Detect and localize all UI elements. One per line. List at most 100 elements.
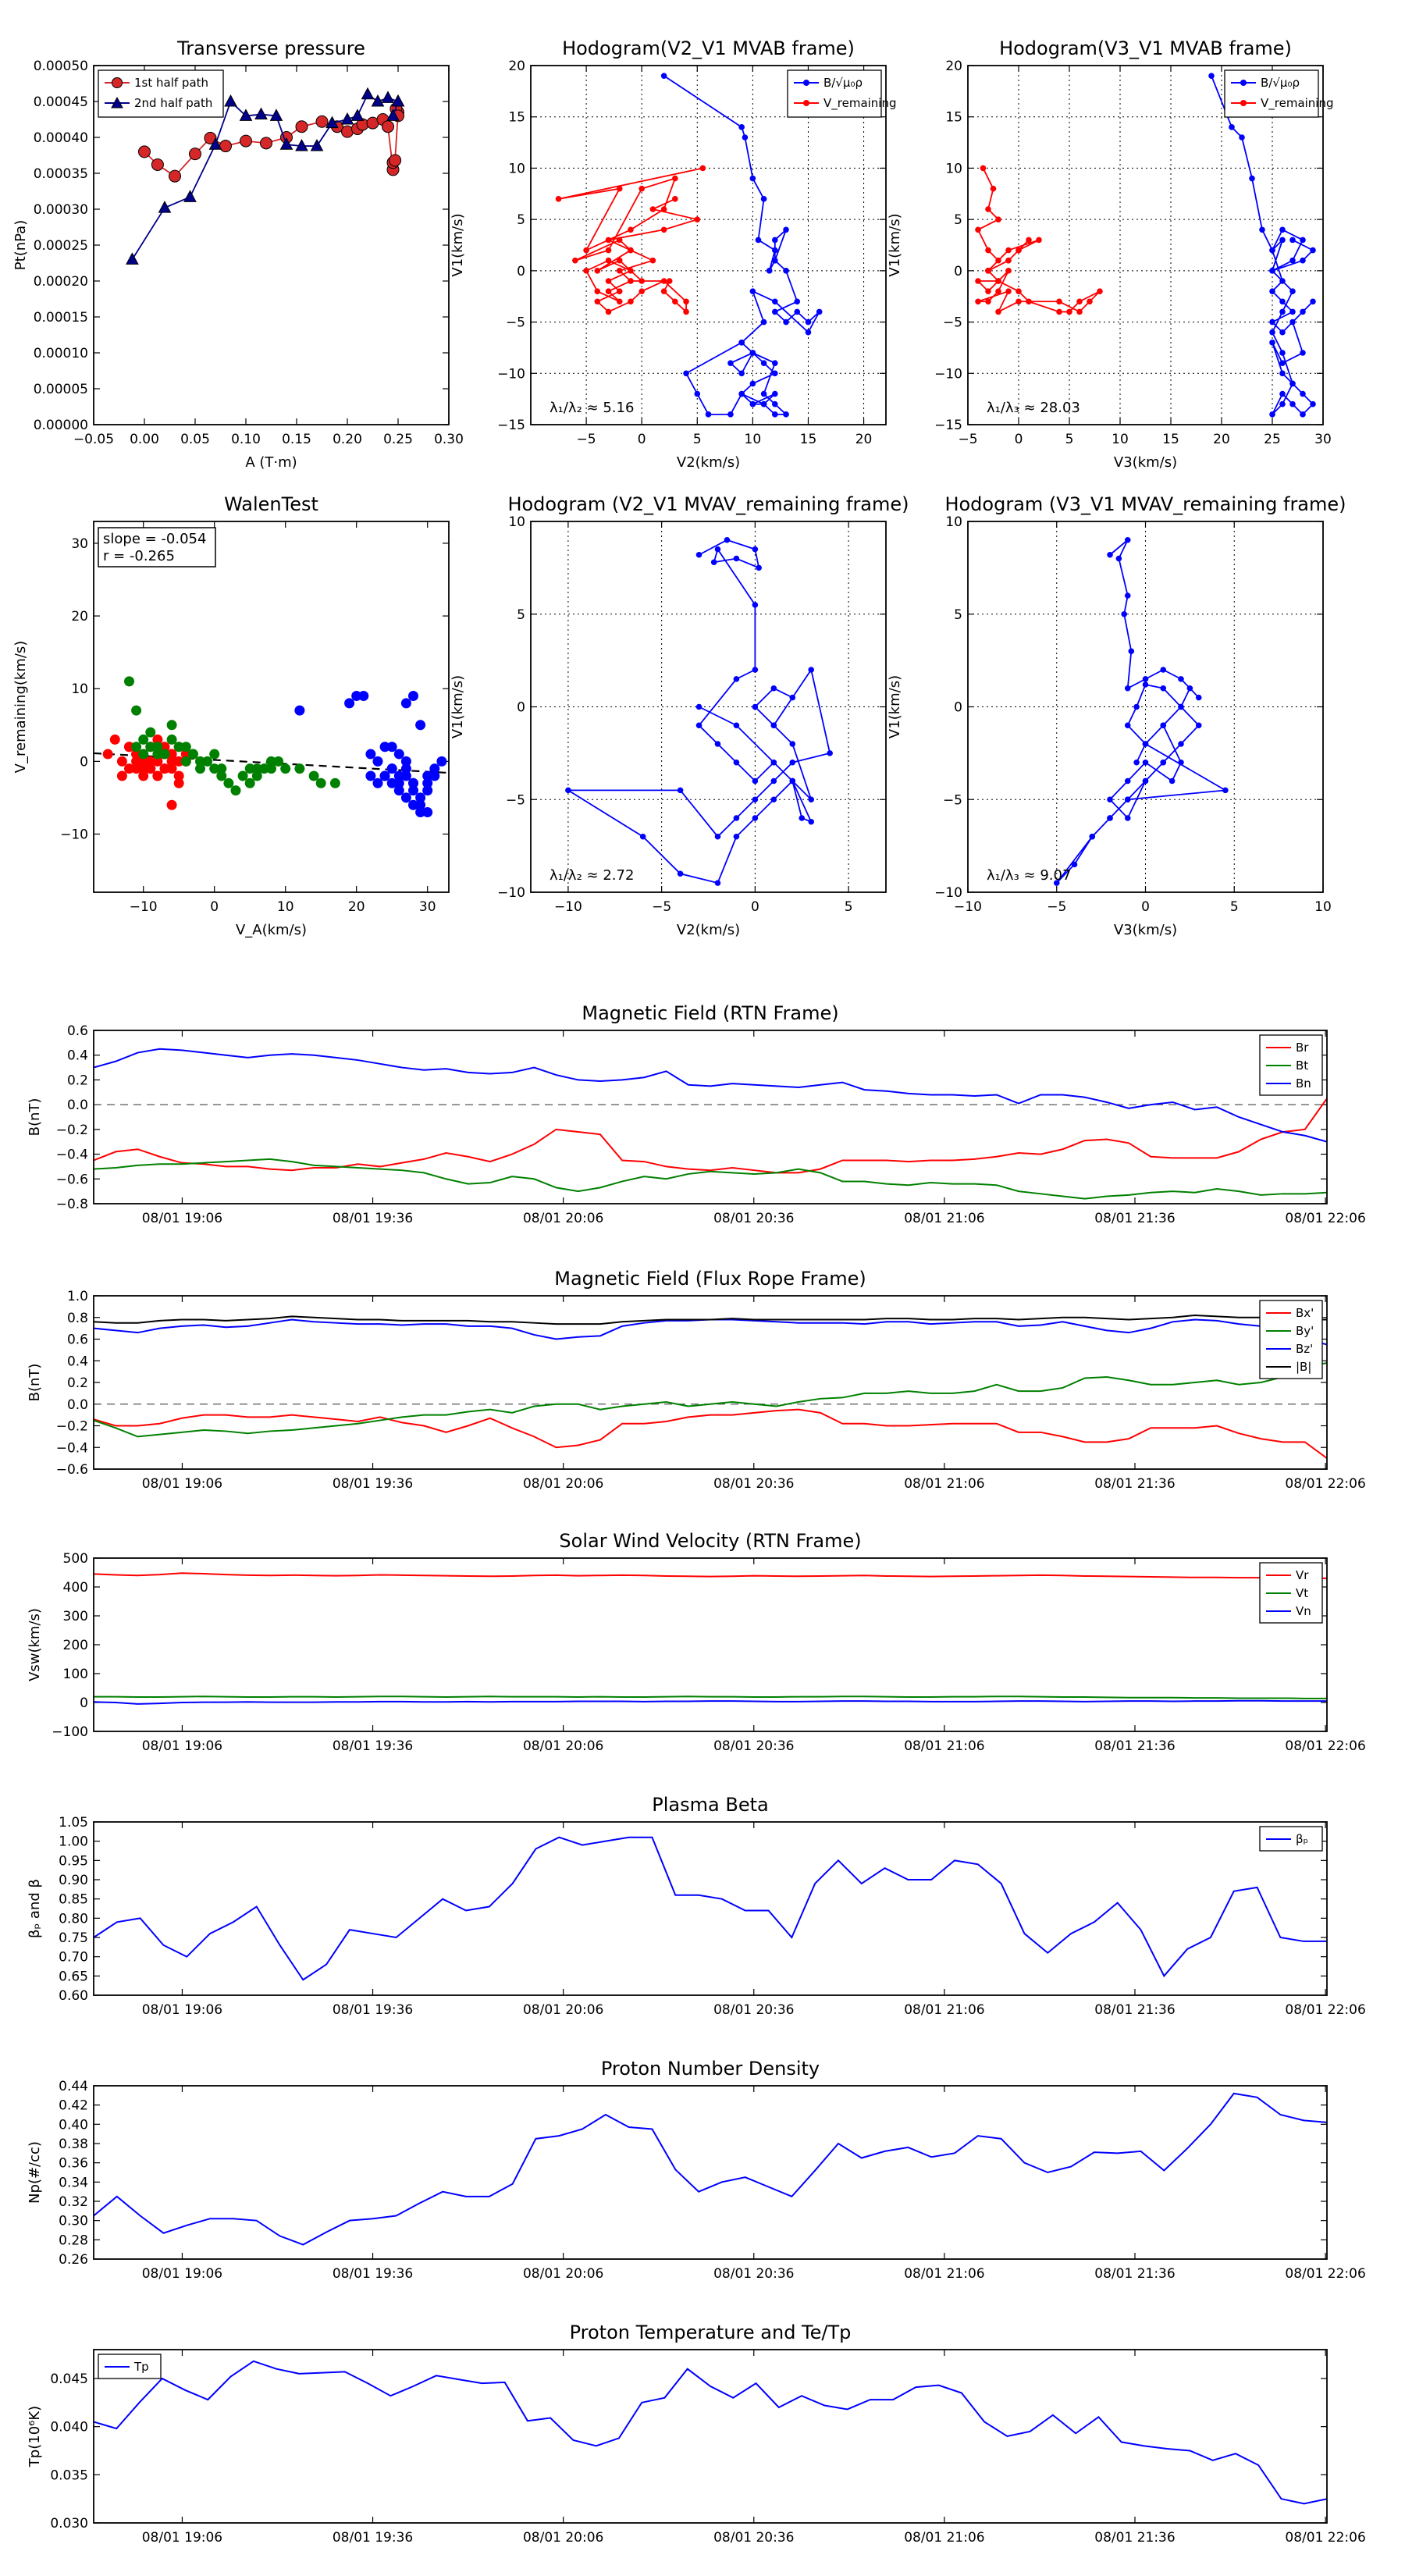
x-tick-label: −10 bbox=[954, 899, 982, 915]
y-tick-label: −0.2 bbox=[56, 1419, 88, 1435]
data-point bbox=[694, 390, 701, 397]
data-point bbox=[683, 370, 689, 377]
plot-area bbox=[565, 536, 833, 886]
y-tick-label: 0.00020 bbox=[34, 274, 88, 290]
data-point bbox=[672, 175, 678, 182]
data-point bbox=[180, 756, 191, 767]
y-tick-label: 0.040 bbox=[50, 2420, 88, 2435]
y-tick-label: 1.0 bbox=[67, 1289, 88, 1304]
x-tick-label: 08/01 20:36 bbox=[713, 2530, 794, 2546]
x-tick-label: −10 bbox=[554, 899, 582, 915]
data-point bbox=[995, 278, 1001, 284]
data-point bbox=[279, 137, 293, 150]
data-point bbox=[975, 278, 981, 284]
axes-frame bbox=[93, 2085, 1328, 2260]
data-point bbox=[365, 770, 376, 781]
data-point bbox=[166, 720, 177, 731]
y-tick-label: 100 bbox=[63, 1667, 88, 1682]
x-tick-label: 08/01 19:06 bbox=[142, 1476, 222, 1492]
legend-box bbox=[1224, 69, 1319, 118]
x-tick-label: 15 bbox=[1162, 432, 1179, 447]
series-line bbox=[94, 1408, 1327, 1459]
x-tick-label: 08/01 21:06 bbox=[904, 1738, 984, 1754]
y-tick-label: 0.00030 bbox=[34, 202, 88, 218]
y-tick-label: 0.2 bbox=[67, 1073, 88, 1088]
series-s0 bbox=[94, 1836, 1327, 1981]
data-point bbox=[605, 247, 612, 254]
y-tick-label: 0.00015 bbox=[34, 310, 88, 326]
chart-title: Hodogram (V3_V1 MVAV_remaining frame) bbox=[944, 493, 1346, 515]
data-point bbox=[714, 546, 721, 553]
data-point bbox=[772, 360, 778, 366]
data-point bbox=[1160, 759, 1167, 766]
y-axis-label: V1(km/s) bbox=[887, 213, 903, 276]
data-point bbox=[169, 169, 181, 183]
data-point bbox=[204, 131, 217, 144]
x-tick-label: 20 bbox=[1213, 432, 1230, 447]
series-bz bbox=[94, 1318, 1327, 1346]
data-point bbox=[1036, 237, 1042, 244]
legend-label: 2nd half path bbox=[134, 96, 212, 110]
axes-frame bbox=[93, 1557, 1328, 1732]
x-tick-label: −5 bbox=[577, 432, 596, 447]
legend-box bbox=[787, 69, 882, 118]
data-point bbox=[1124, 777, 1131, 785]
data-point bbox=[724, 536, 731, 543]
data-point bbox=[649, 257, 656, 264]
data-point bbox=[1279, 370, 1286, 377]
chart-h4: Hodogram (V3_V1 MVAV_remaining frame) −10… bbox=[887, 493, 1346, 938]
data-point bbox=[295, 138, 308, 151]
data-point bbox=[1066, 308, 1072, 315]
x-tick-label: 08/01 21:36 bbox=[1094, 1476, 1175, 1492]
data-point bbox=[180, 742, 191, 753]
data-point bbox=[166, 749, 177, 760]
data-point bbox=[1005, 288, 1012, 294]
x-tick-label: 08/01 20:06 bbox=[523, 2002, 603, 2018]
legend-marker bbox=[111, 96, 123, 109]
series-line bbox=[1056, 539, 1228, 884]
chart-vsw: Solar Wind Velocity (RTN Frame) 08/01 19:… bbox=[27, 1530, 1366, 1754]
data-point bbox=[209, 749, 220, 760]
x-tick-label: 08/01 19:06 bbox=[142, 2266, 222, 2282]
data-point bbox=[1289, 237, 1296, 244]
data-point bbox=[251, 770, 262, 781]
data-point bbox=[772, 411, 778, 418]
data-point bbox=[677, 870, 684, 877]
data-point bbox=[1310, 247, 1316, 254]
data-point bbox=[672, 196, 678, 202]
data-point bbox=[772, 308, 778, 315]
legend-label: Br bbox=[1296, 1041, 1309, 1055]
data-point bbox=[1124, 815, 1131, 821]
data-point bbox=[315, 777, 326, 788]
legend-label: V_remaining bbox=[823, 96, 897, 111]
y-tick-label: 0.90 bbox=[59, 1873, 88, 1888]
series-tp bbox=[94, 2360, 1327, 2505]
plot-area bbox=[94, 1314, 1327, 1459]
data-point bbox=[266, 763, 276, 774]
data-point bbox=[1269, 268, 1275, 274]
series-2ndhalfpath bbox=[126, 87, 405, 265]
series-by bbox=[94, 1362, 1327, 1438]
data-point bbox=[738, 124, 745, 130]
x-tick-label: 08/01 20:06 bbox=[523, 2266, 603, 2282]
data-point bbox=[772, 247, 778, 254]
data-point bbox=[766, 268, 773, 274]
data-point bbox=[310, 138, 324, 151]
plot-area bbox=[975, 73, 1316, 418]
data-point bbox=[628, 278, 634, 284]
y-tick-label: 0.035 bbox=[50, 2467, 88, 2483]
x-axis-ticks: 08/01 19:06 08/01 19:36 08/01 20:06 08/01 2… bbox=[142, 2086, 1366, 2282]
data-point bbox=[429, 763, 440, 774]
x-tick-label: 08/01 19:06 bbox=[142, 1738, 222, 1754]
data-point bbox=[1195, 694, 1202, 701]
data-point bbox=[138, 734, 149, 745]
data-point bbox=[1142, 676, 1149, 682]
data-point bbox=[672, 298, 678, 305]
x-tick-label: 0.30 bbox=[434, 432, 464, 447]
y-tick-label: 400 bbox=[63, 1580, 88, 1596]
axes-frame bbox=[93, 1821, 1328, 1996]
y-tick-label: 10 bbox=[945, 514, 962, 530]
data-point bbox=[742, 134, 749, 141]
